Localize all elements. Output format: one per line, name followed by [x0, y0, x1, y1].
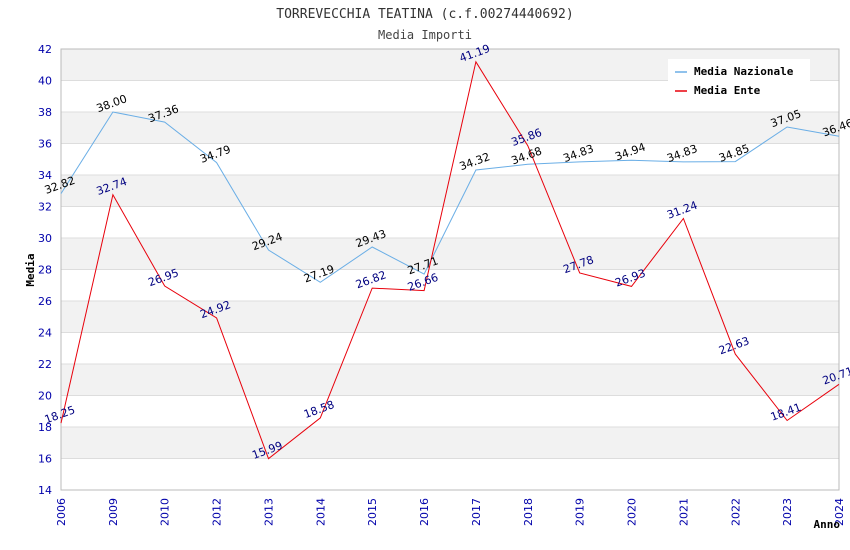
x-tick-label: 2020: [626, 498, 639, 526]
y-tick-label: 42: [38, 43, 52, 56]
data-label-media-nazionale: 34.32: [458, 150, 492, 173]
x-tick-label: 2022: [729, 498, 742, 526]
x-tick-label: 2024: [833, 498, 846, 526]
x-tick-label: 2015: [366, 498, 379, 526]
x-tick-label: 2018: [522, 498, 535, 526]
y-tick-label: 36: [38, 138, 52, 151]
x-axis-ticks: 2006 2009 2010 2012 2013 2014 2015 2016 2017 2018…: [55, 498, 846, 526]
y-tick-label: 24: [38, 327, 52, 340]
data-label-media-ente: 18.25: [43, 403, 77, 426]
grid-band: [61, 238, 839, 270]
x-tick-label: 2012: [211, 498, 224, 526]
data-label-media-ente: 26.82: [354, 268, 388, 291]
y-tick-label: 32: [38, 201, 52, 214]
series-line-media-nazionale: [60, 111, 840, 283]
y-tick-label: 18: [38, 421, 52, 434]
grid-band: [61, 364, 839, 396]
series-line-media-ente: [60, 60, 840, 460]
data-label-media-nazionale: 34.79: [198, 143, 232, 166]
y-axis-label: Media: [24, 253, 37, 286]
grid-band: [61, 112, 839, 144]
x-tick-label: 2016: [418, 498, 431, 526]
x-tick-label: 2017: [470, 498, 483, 526]
grid-band: [61, 175, 839, 207]
grid-band: [61, 301, 839, 333]
x-tick-label: 2019: [574, 498, 587, 526]
y-tick-label: 40: [38, 75, 52, 88]
x-tick-label: 2014: [314, 498, 327, 526]
legend: Media Nazionale Media Ente: [668, 59, 810, 102]
legend-label-media-ente: Media Ente: [694, 84, 761, 97]
y-tick-label: 28: [38, 264, 52, 277]
x-tick-label: 2013: [262, 498, 275, 526]
y-tick-label: 16: [38, 453, 52, 466]
chart-subtitle: Media Importi: [378, 28, 472, 42]
plot-frame: [60, 48, 840, 491]
grid-band: [61, 427, 839, 459]
y-tick-label: 38: [38, 106, 52, 119]
y-tick-label: 20: [38, 390, 52, 403]
y-tick-label: 34: [38, 169, 52, 182]
y-tick-label: 26: [38, 295, 52, 308]
x-tick-label: 2006: [55, 498, 68, 526]
x-tick-label: 2023: [781, 498, 794, 526]
legend-label-media-nazionale: Media Nazionale: [694, 65, 794, 78]
x-tick-label: 2010: [159, 498, 172, 526]
x-tick-label: 2021: [677, 498, 690, 526]
data-label-media-ente: 22.63: [717, 334, 751, 357]
data-label-media-ente: 18.58: [302, 398, 336, 421]
series-layer: [60, 60, 840, 460]
legend-box: [668, 59, 810, 102]
y-tick-label: 14: [38, 484, 52, 497]
y-tick-label: 22: [38, 358, 52, 371]
x-axis-label: Anno: [814, 518, 841, 531]
chart-title: TORREVECCHIA TEATINA (c.f.00274440692): [276, 7, 573, 22]
plot-background-bands: [61, 49, 839, 459]
x-tick-label: 2009: [107, 498, 120, 526]
y-tick-label: 30: [38, 232, 52, 245]
y-axis-ticks: 14 16 18 20 22 24 26 28 30 32 34 36 38 40 42: [38, 43, 52, 497]
